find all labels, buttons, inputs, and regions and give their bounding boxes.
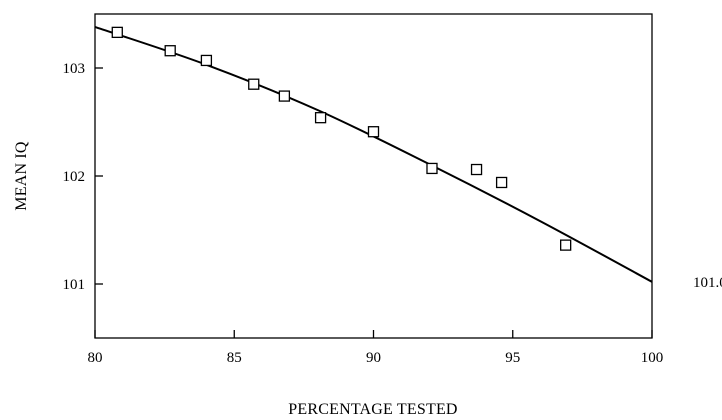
plot-frame (94, 13, 653, 339)
x-tick-label: 85 (227, 350, 242, 366)
annotations: 101.0 (693, 275, 722, 291)
fit-curve (94, 26, 653, 283)
y-axis-ticks: 101 102 103 (63, 61, 103, 293)
data-markers (111, 26, 572, 251)
x-tick-label: 95 (505, 350, 520, 366)
data-point (495, 176, 508, 189)
data-point (560, 239, 572, 251)
data-point (278, 90, 291, 102)
y-tick-label: 102 (63, 169, 86, 185)
x-axis-title: PERCENTAGE TESTED (288, 401, 457, 418)
y-axis-title: MEAN IQ (13, 141, 30, 211)
data-point (314, 112, 327, 124)
endpoint-label: 101.0 (693, 275, 722, 291)
data-point (111, 26, 123, 39)
data-point (200, 54, 213, 67)
y-tick-label: 103 (63, 61, 86, 77)
x-axis-ticks: 80 85 90 95 100 (88, 330, 664, 366)
data-point (248, 78, 260, 90)
data-point (367, 126, 380, 138)
data-point (426, 162, 438, 175)
data-point (164, 45, 176, 57)
y-tick-label: 101 (63, 277, 86, 293)
data-point (470, 163, 483, 176)
x-tick-label: 90 (366, 350, 381, 366)
x-tick-label: 80 (88, 350, 103, 366)
x-tick-label: 100 (641, 350, 664, 366)
